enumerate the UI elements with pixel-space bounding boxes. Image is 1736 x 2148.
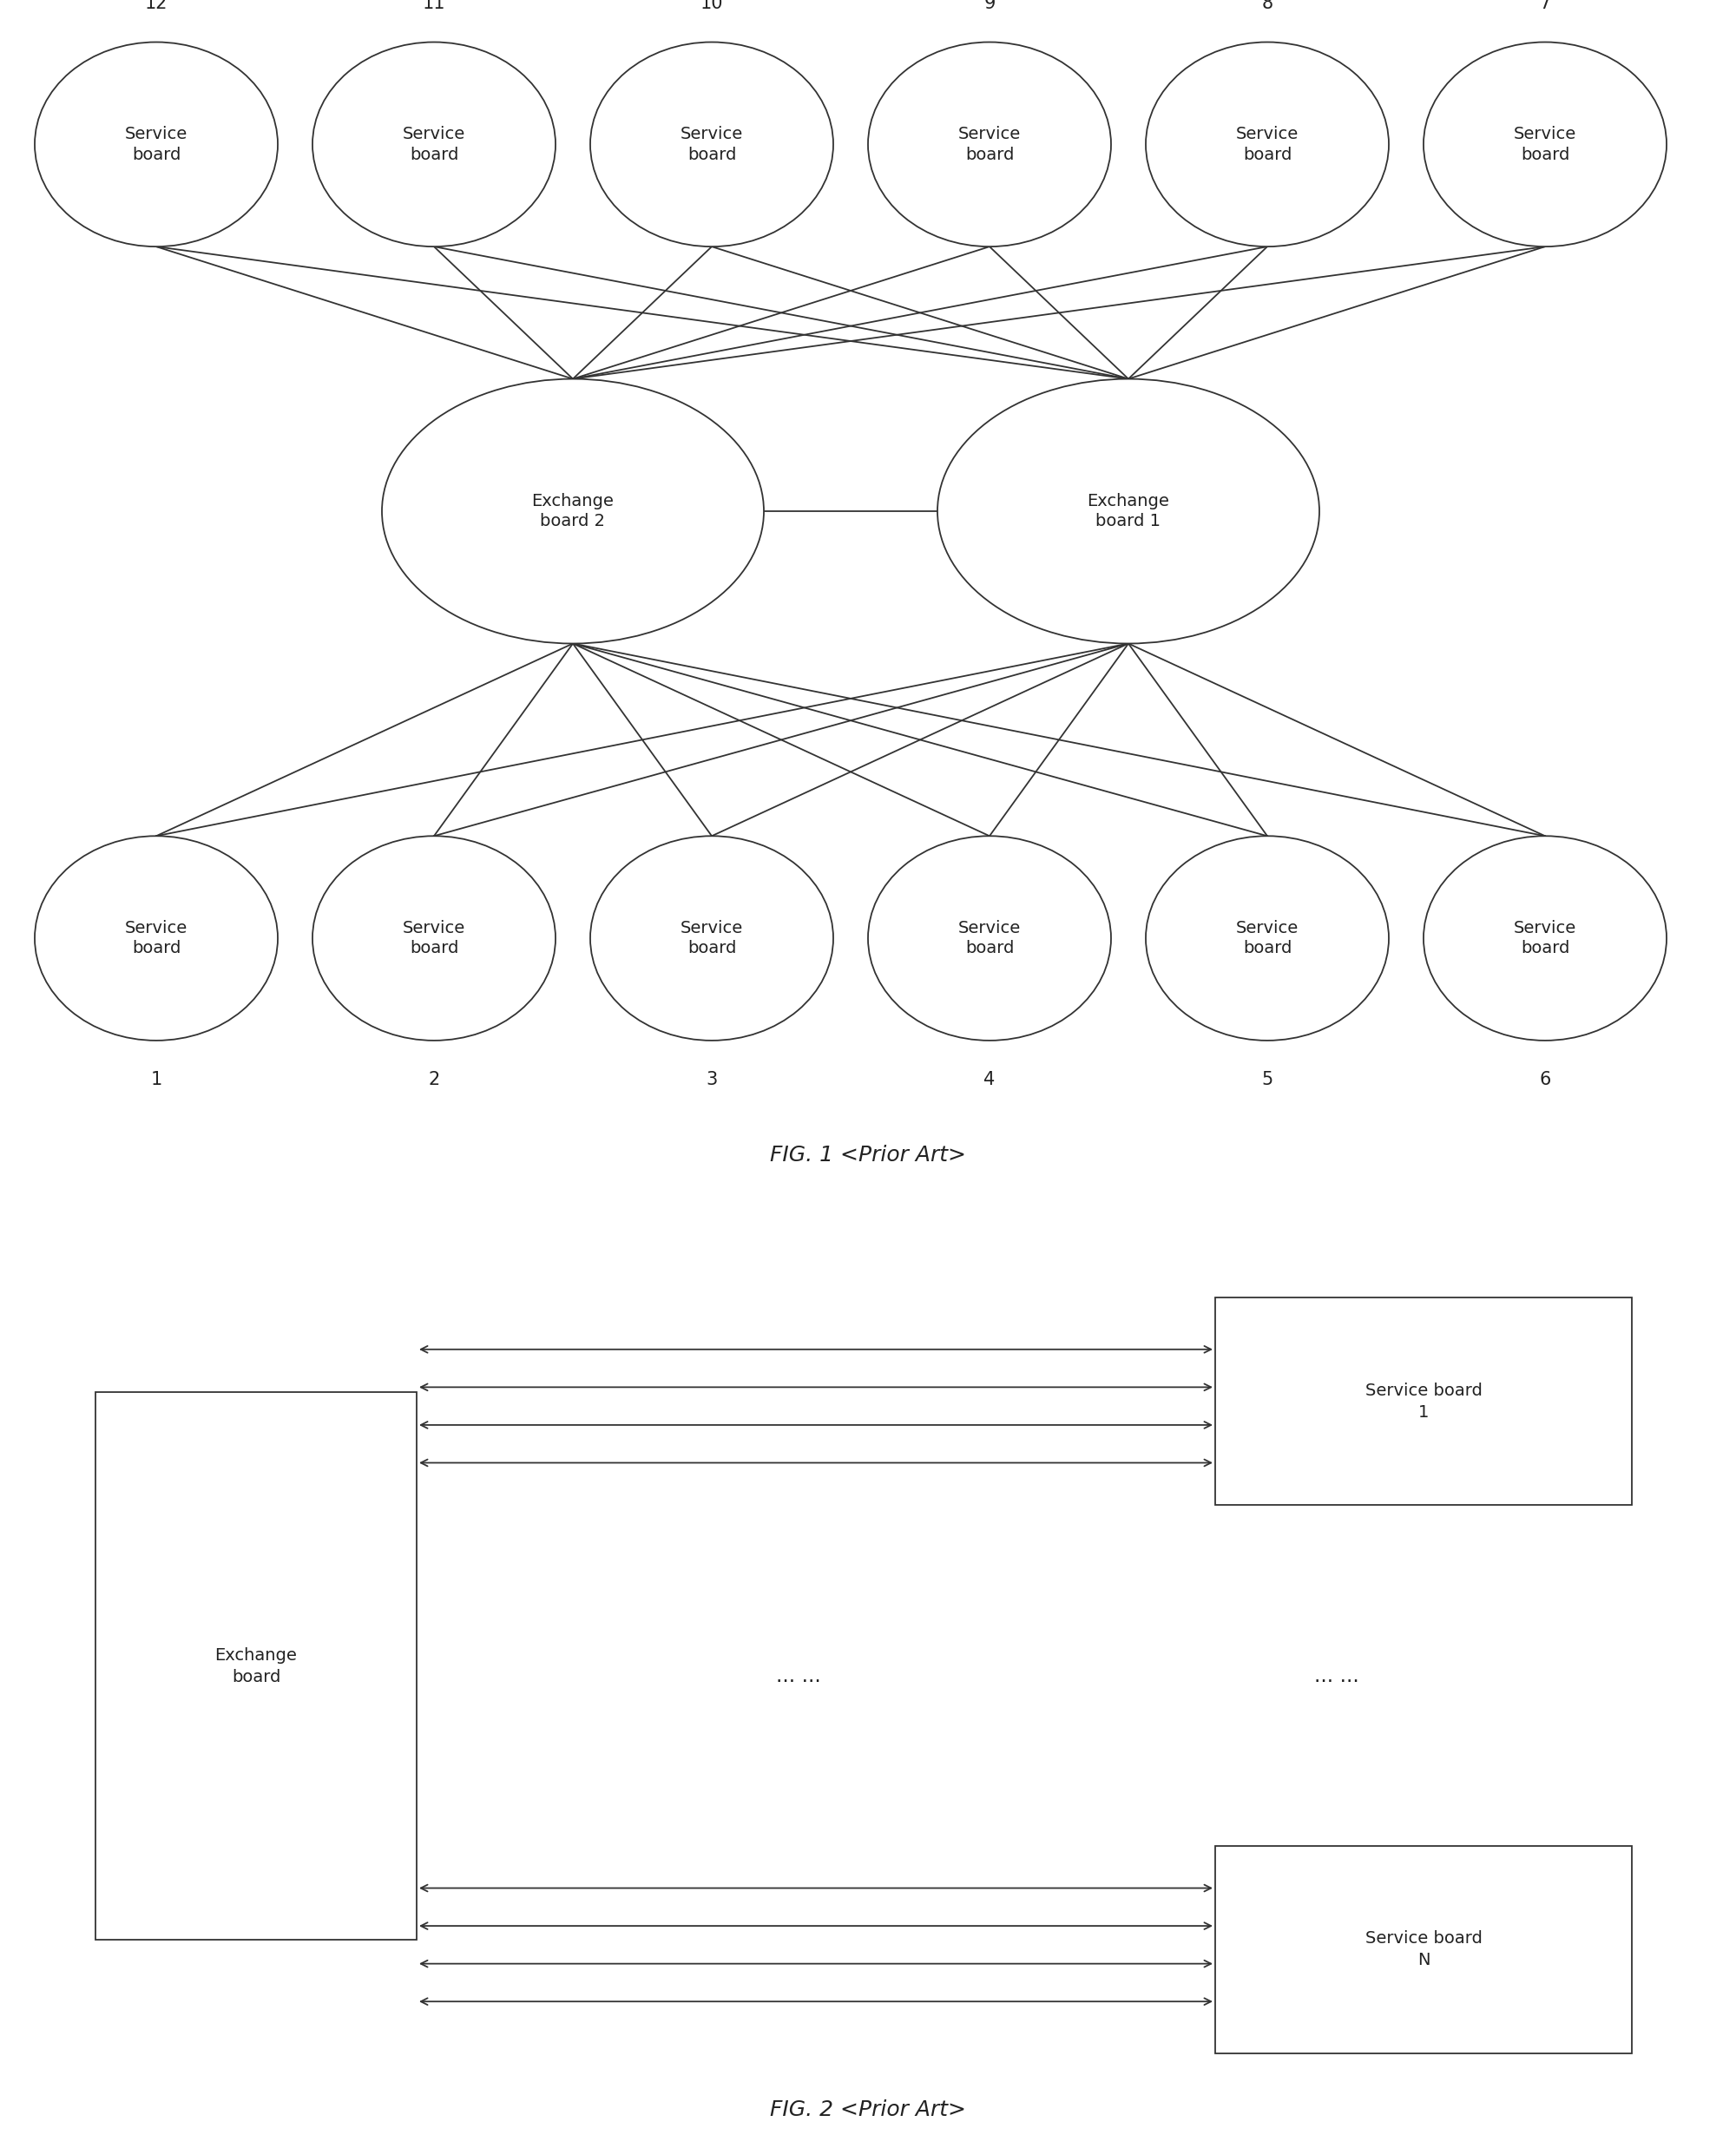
Text: 3: 3	[707, 1070, 717, 1087]
Text: 6: 6	[1540, 1070, 1550, 1087]
Text: 5: 5	[1262, 1070, 1272, 1087]
Text: 1: 1	[151, 1070, 161, 1087]
Text: Exchange
board: Exchange board	[215, 1648, 297, 1684]
Text: 2: 2	[429, 1070, 439, 1087]
Text: 10: 10	[700, 0, 724, 13]
Text: Exchange
board 1: Exchange board 1	[1087, 492, 1170, 531]
Text: 4: 4	[984, 1070, 995, 1087]
Text: Service
board: Service board	[681, 127, 743, 163]
Text: 9: 9	[984, 0, 995, 13]
Ellipse shape	[1146, 836, 1389, 1040]
Ellipse shape	[382, 378, 764, 644]
Text: ... ...: ... ...	[776, 1665, 821, 1686]
Text: ... ...: ... ...	[1314, 1665, 1359, 1686]
Text: Service
board: Service board	[1236, 127, 1299, 163]
Text: Service
board: Service board	[125, 919, 187, 956]
Text: 12: 12	[144, 0, 168, 13]
Ellipse shape	[590, 43, 833, 247]
Ellipse shape	[937, 378, 1319, 644]
Text: Service
board: Service board	[958, 127, 1021, 163]
Text: Service
board: Service board	[1514, 919, 1576, 956]
Text: 7: 7	[1540, 0, 1550, 13]
FancyBboxPatch shape	[1215, 1845, 1632, 2053]
Ellipse shape	[35, 836, 278, 1040]
Ellipse shape	[1424, 836, 1667, 1040]
Ellipse shape	[868, 43, 1111, 247]
Ellipse shape	[1424, 43, 1667, 247]
Text: Service
board: Service board	[681, 919, 743, 956]
Text: Service board
1: Service board 1	[1364, 1383, 1483, 1420]
Ellipse shape	[1146, 43, 1389, 247]
Ellipse shape	[35, 43, 278, 247]
Text: 8: 8	[1262, 0, 1272, 13]
Text: FIG. 1 <Prior Art>: FIG. 1 <Prior Art>	[771, 1145, 965, 1164]
Text: Service
board: Service board	[1236, 919, 1299, 956]
Ellipse shape	[312, 836, 556, 1040]
FancyBboxPatch shape	[95, 1392, 417, 1940]
Ellipse shape	[868, 836, 1111, 1040]
Text: 11: 11	[422, 0, 446, 13]
Text: Service
board: Service board	[125, 127, 187, 163]
Text: Exchange
board 2: Exchange board 2	[531, 492, 615, 531]
Text: Service
board: Service board	[1514, 127, 1576, 163]
Text: FIG. 2 <Prior Art>: FIG. 2 <Prior Art>	[771, 2101, 965, 2120]
Text: Service board
N: Service board N	[1364, 1931, 1483, 1968]
Ellipse shape	[312, 43, 556, 247]
Text: Service
board: Service board	[958, 919, 1021, 956]
FancyBboxPatch shape	[1215, 1297, 1632, 1506]
Text: Service
board: Service board	[403, 919, 465, 956]
Text: Service
board: Service board	[403, 127, 465, 163]
Ellipse shape	[590, 836, 833, 1040]
